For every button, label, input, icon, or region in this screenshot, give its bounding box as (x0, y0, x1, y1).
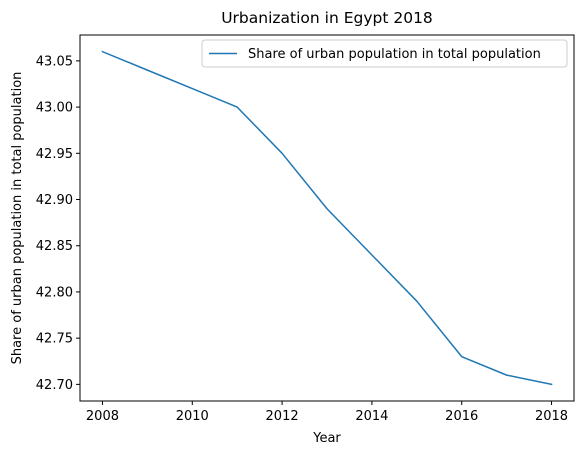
series-layer (101, 50, 553, 386)
y-tick-label: 42.95 (36, 147, 73, 162)
y-axis-label: Share of urban population in total popul… (10, 72, 25, 365)
x-tick-label: 2008 (86, 409, 119, 424)
legend-label: Share of urban population in total popul… (248, 47, 541, 62)
x-tick-label: 2018 (535, 409, 568, 424)
x-tick-label: 2016 (445, 409, 478, 424)
y-tick-label: 42.80 (36, 285, 73, 300)
y-tick-label: 42.75 (36, 332, 73, 347)
y-tick-label: 42.90 (36, 193, 73, 208)
y-tick-label: 43.05 (36, 54, 73, 69)
y-tick-label: 42.85 (36, 239, 73, 254)
x-axis: 2008 2010 2012 2014 2016 2018 (86, 401, 568, 424)
y-tick-label: 42.70 (36, 378, 73, 393)
x-tick-label: 2010 (176, 409, 209, 424)
x-axis-label: Year (312, 431, 341, 446)
series-line (101, 50, 553, 386)
chart-title: Urbanization in Egypt 2018 (221, 9, 433, 27)
x-tick-label: 2012 (266, 409, 299, 424)
legend-box (201, 39, 568, 68)
plot-area (79, 34, 575, 402)
y-axis: 42.70 42.75 42.80 42.85 42.90 42.95 43.00 43.05 (36, 54, 80, 393)
legend: Share of urban population in total popul… (201, 39, 568, 68)
y-tick-label: 43.00 (36, 101, 73, 116)
x-tick-label: 2014 (355, 409, 388, 424)
